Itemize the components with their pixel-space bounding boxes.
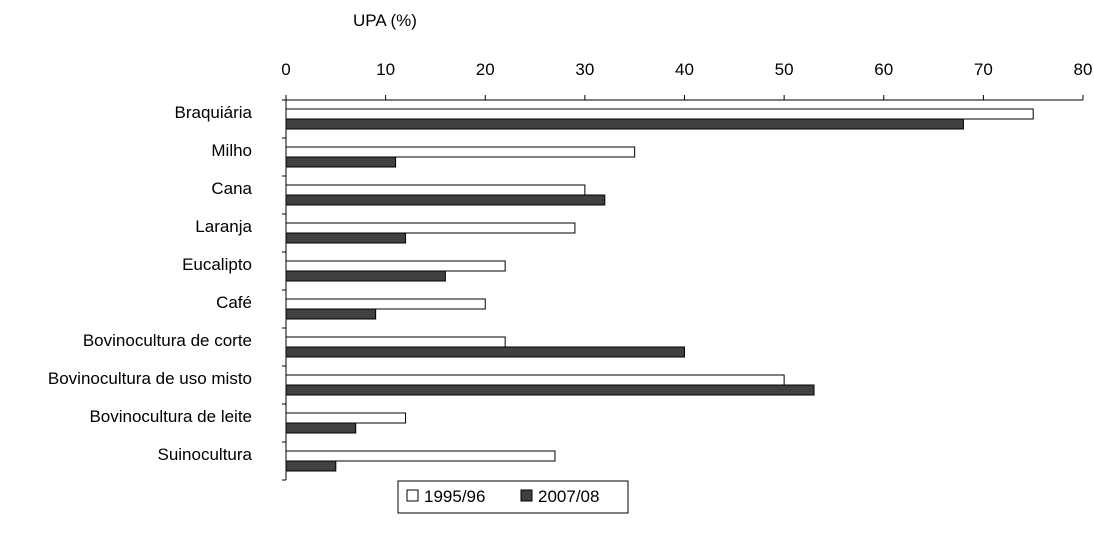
category-label: Suinocultura	[157, 445, 252, 464]
x-tick-label: 60	[874, 60, 893, 79]
bar-2007-08	[285, 422, 357, 434]
category-label: Laranja	[195, 217, 252, 236]
bar-2007-08	[285, 194, 606, 206]
bar-2007-08	[285, 460, 337, 472]
category-label: Eucalipto	[182, 255, 252, 274]
x-tick-label: 10	[376, 60, 395, 79]
legend-label: 2007/08	[538, 487, 599, 506]
category-label: Milho	[211, 141, 252, 160]
bar-2007-08	[285, 118, 964, 130]
x-tick-label: 20	[476, 60, 495, 79]
bar-1995-96	[285, 336, 506, 348]
x-tick-label: 0	[281, 60, 290, 79]
y-axis	[282, 99, 287, 481]
bar-1995-96	[285, 374, 785, 386]
category-label: Bovinocultura de leite	[89, 407, 252, 426]
bar-1995-96	[285, 146, 636, 158]
bar-1995-96	[285, 298, 486, 310]
bar-2007-08	[285, 346, 685, 358]
bar-1995-96	[285, 260, 506, 272]
bar-2007-08	[285, 384, 815, 396]
legend-label: 1995/96	[424, 487, 485, 506]
category-label: Café	[216, 293, 252, 312]
x-tick-label: 80	[1074, 60, 1093, 79]
legend-box	[397, 480, 629, 514]
bar-2007-08	[285, 308, 377, 320]
category-label: Bovinocultura de corte	[83, 331, 252, 350]
category-label: Cana	[211, 179, 252, 198]
bar-1995-96	[285, 222, 576, 234]
bar-1995-96	[285, 108, 1034, 120]
x-tick-label: 30	[575, 60, 594, 79]
bar-2007-08	[285, 156, 397, 168]
x-tick-label: 50	[775, 60, 794, 79]
bar-2007-08	[285, 270, 446, 282]
category-labels: Braquiária Milho Cana Laranja Eucalipto Café B…	[48, 103, 253, 464]
bar-1995-96	[285, 450, 556, 462]
legend: 1995/96 2007/08	[397, 480, 629, 514]
bars	[285, 108, 1034, 472]
x-axis: 0 10 20 30 40 50 60 70 80	[281, 60, 1093, 101]
category-label: Bovinocultura de uso misto	[48, 369, 252, 388]
legend-swatch	[406, 489, 419, 502]
bar-1995-96	[285, 184, 586, 196]
bar-1995-96	[285, 412, 407, 424]
x-tick-label: 40	[675, 60, 694, 79]
legend-swatch	[520, 489, 533, 502]
bar-2007-08	[285, 232, 407, 244]
x-tick-label: 70	[974, 60, 993, 79]
category-label: Braquiária	[175, 103, 253, 122]
x-axis-title: UPA (%)	[353, 11, 417, 30]
